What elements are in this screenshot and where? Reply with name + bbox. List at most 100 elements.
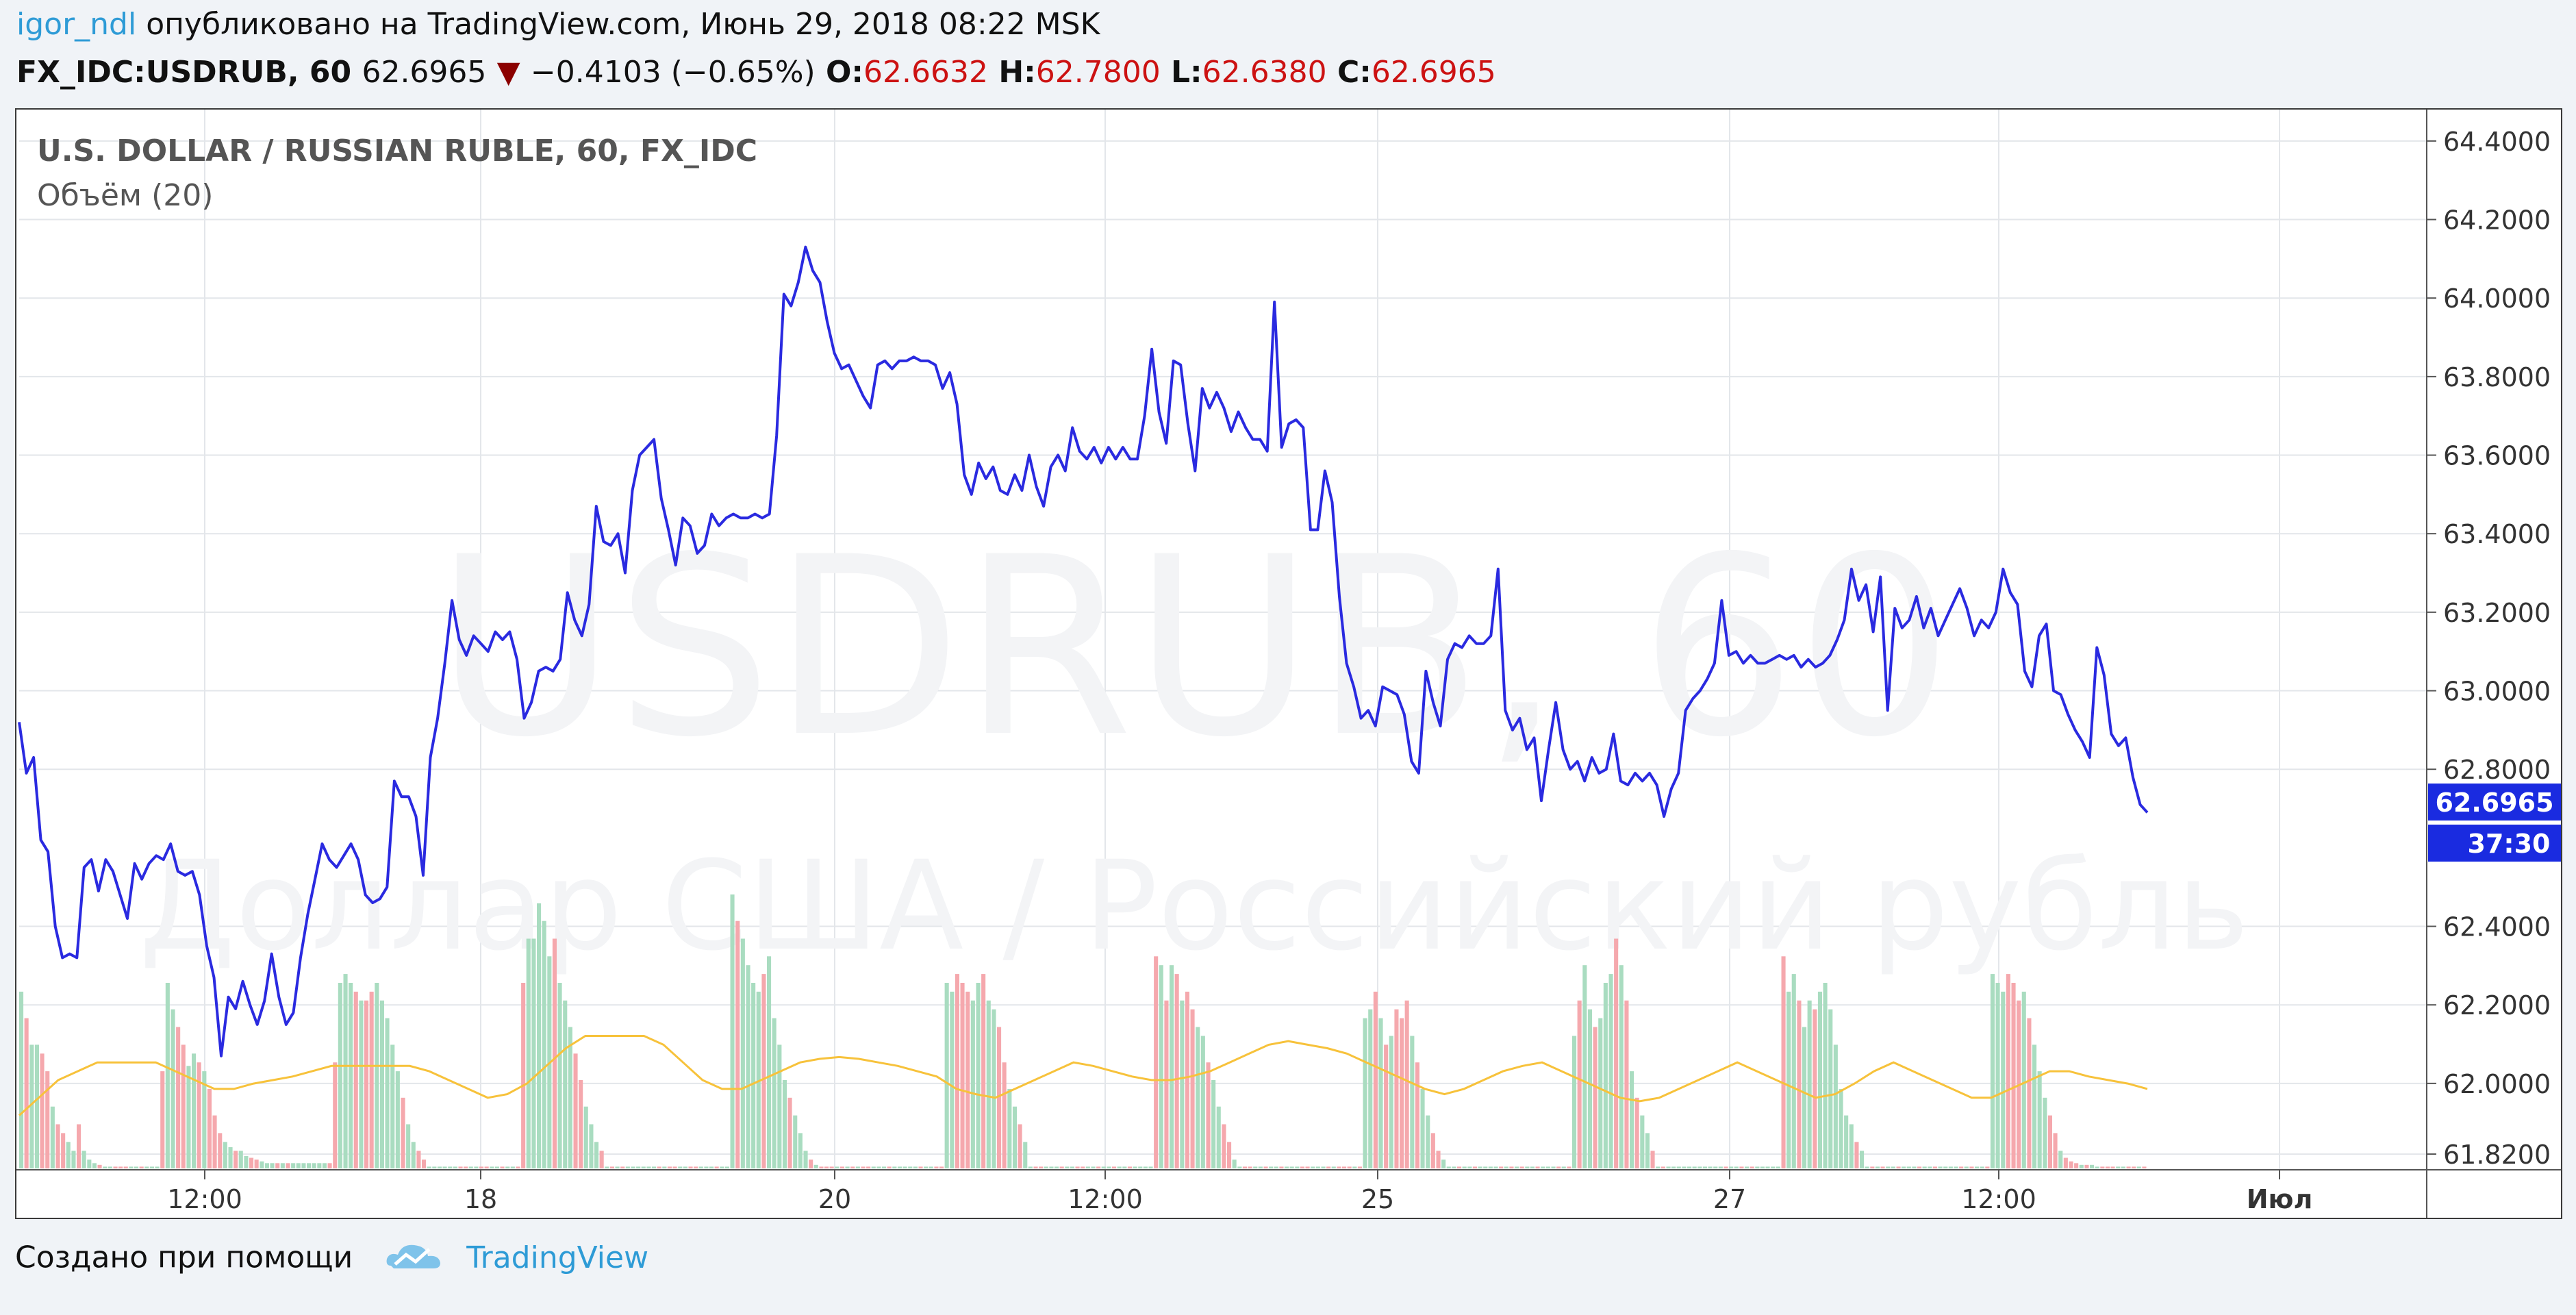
price-change: −0.4103 (−0.65%) bbox=[530, 55, 816, 90]
volume-bar bbox=[552, 938, 557, 1168]
volume-bar bbox=[1886, 1166, 1891, 1168]
volume-bar bbox=[1959, 1166, 1964, 1168]
volume-bar bbox=[118, 1166, 123, 1168]
volume-bar bbox=[751, 983, 756, 1168]
volume-bar bbox=[1515, 1166, 1519, 1168]
volume-bar bbox=[1745, 1166, 1750, 1168]
volume-bar bbox=[1426, 1115, 1430, 1168]
volume-bar bbox=[636, 1166, 641, 1168]
volume-bar bbox=[1404, 1000, 1409, 1168]
publish-info: igor_ndl опубликовано на TradingView.com… bbox=[16, 7, 1100, 42]
volume-bar bbox=[1436, 1151, 1441, 1168]
volume-bar bbox=[437, 1166, 442, 1168]
volume-bar bbox=[950, 991, 955, 1168]
author-link[interactable]: igor_ndl bbox=[16, 7, 137, 42]
volume-bar bbox=[77, 1124, 81, 1168]
volume-bar bbox=[1117, 1166, 1122, 1168]
volume-bar bbox=[1640, 1115, 1645, 1168]
volume-bar bbox=[1943, 1166, 1948, 1168]
volume-bar bbox=[997, 1027, 1002, 1168]
volume-bar bbox=[55, 1124, 60, 1168]
volume-bar bbox=[1817, 991, 1822, 1168]
volume-bar bbox=[746, 965, 750, 1168]
volume-bar bbox=[1457, 1166, 1462, 1168]
volume-bar bbox=[882, 1166, 887, 1168]
created-with-text: Создано при помощи bbox=[15, 1240, 353, 1275]
volume-bar bbox=[448, 1166, 453, 1168]
volume-bar bbox=[286, 1163, 290, 1168]
volume-bar bbox=[730, 894, 735, 1168]
volume-bar bbox=[1400, 1018, 1404, 1168]
volume-bar bbox=[1154, 956, 1159, 1168]
volume-bar bbox=[1170, 965, 1174, 1168]
price-chart[interactable]: USDRUB, 60 Доллар США / Российский рубль… bbox=[16, 110, 2561, 1218]
volume-bar bbox=[2142, 1166, 2147, 1168]
volume-bar bbox=[1995, 983, 2000, 1168]
symbol-label: FX_IDC:USDRUB, 60 bbox=[16, 55, 352, 90]
volume-bar bbox=[359, 1000, 364, 1168]
grid-lines bbox=[19, 110, 2427, 1170]
volume-bar bbox=[1541, 1166, 1545, 1168]
volume-bar bbox=[453, 1166, 457, 1168]
watermark-title: USDRUB, 60 bbox=[435, 504, 1954, 791]
x-tick-label: 12:00 bbox=[167, 1184, 242, 1214]
volume-bar bbox=[2132, 1166, 2136, 1168]
volume-bar bbox=[761, 974, 766, 1168]
volume-bar bbox=[1598, 1018, 1603, 1168]
volume-bar bbox=[526, 938, 531, 1168]
volume-bar bbox=[160, 1071, 165, 1168]
volume-bar bbox=[1196, 1027, 1200, 1168]
chart-pane[interactable]: USDRUB, 60 Доллар США / Российский рубль… bbox=[15, 108, 2562, 1219]
volume-bar bbox=[165, 983, 170, 1168]
volume-bar bbox=[228, 1147, 233, 1168]
volume-bar bbox=[1671, 1166, 1676, 1168]
volume-bar bbox=[1159, 965, 1163, 1168]
volume-bar bbox=[411, 1142, 416, 1168]
volume-bar bbox=[740, 938, 745, 1168]
volume-bar bbox=[1530, 1166, 1535, 1168]
volume-bar bbox=[1378, 1018, 1383, 1168]
volume-bar bbox=[813, 1164, 818, 1168]
volume-bar bbox=[1012, 1106, 1017, 1168]
volume-bar bbox=[254, 1160, 259, 1168]
volume-bar bbox=[500, 1166, 505, 1168]
volume-bar bbox=[1180, 1000, 1185, 1168]
volume-bar bbox=[144, 1166, 149, 1168]
volume-bar bbox=[296, 1163, 301, 1168]
volume-bar bbox=[2043, 1097, 2047, 1168]
tradingview-link[interactable]: TradingView bbox=[466, 1240, 649, 1275]
volume-bar bbox=[1608, 974, 1613, 1168]
volume-bar bbox=[1311, 1166, 1315, 1168]
volume-bar bbox=[1174, 974, 1179, 1168]
volume-bar bbox=[1760, 1166, 1765, 1168]
volume-bar bbox=[505, 1166, 510, 1168]
volume-bar bbox=[1107, 1166, 1111, 1168]
volume-bar bbox=[264, 1163, 269, 1168]
chart-title: U.S. DOLLAR / RUSSIAN RUBLE, 60, FX_IDC bbox=[37, 134, 757, 168]
volume-bar bbox=[1269, 1166, 1274, 1168]
volume-bar bbox=[1912, 1166, 1917, 1168]
volume-bar bbox=[861, 1166, 866, 1168]
volume-bar bbox=[244, 1155, 249, 1168]
volume-bar bbox=[1352, 1166, 1357, 1168]
volume-bar bbox=[599, 1151, 604, 1168]
volume-bar bbox=[484, 1166, 489, 1168]
low-value: 62.6380 bbox=[1202, 55, 1327, 90]
volume-bar bbox=[1582, 965, 1587, 1168]
volume-bar bbox=[641, 1166, 646, 1168]
volume-bar bbox=[1660, 1166, 1665, 1168]
y-tick-label: 62.8000 bbox=[2443, 755, 2551, 785]
volume-bar bbox=[772, 1018, 776, 1168]
y-tick-label: 63.0000 bbox=[2443, 677, 2551, 707]
symbol-quote-line: FX_IDC:USDRUB, 60 62.6965 ▼ −0.4103 (−0.… bbox=[16, 55, 1496, 90]
volume-bar bbox=[1081, 1166, 1085, 1168]
volume-bar bbox=[134, 1166, 139, 1168]
volume-bar bbox=[1112, 1166, 1117, 1168]
volume-bar bbox=[646, 1166, 651, 1168]
tradingview-cloud-icon[interactable] bbox=[384, 1238, 443, 1280]
volume-bar bbox=[1509, 1166, 1514, 1168]
volume-bar bbox=[322, 1163, 327, 1168]
volume-bar bbox=[1127, 1166, 1132, 1168]
volume-bar bbox=[1122, 1166, 1127, 1168]
volume-bar bbox=[202, 1071, 207, 1168]
